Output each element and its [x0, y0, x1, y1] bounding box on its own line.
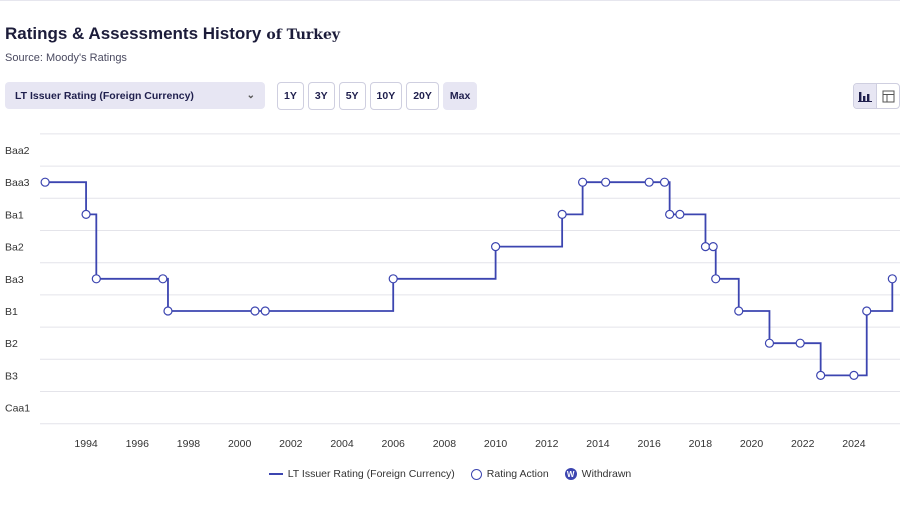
- rating-action-marker[interactable]: [659, 177, 670, 187]
- range-button-1y[interactable]: 1Y: [277, 82, 304, 110]
- x-tick-label: 2020: [740, 438, 764, 450]
- rating-action-marker[interactable]: [158, 274, 168, 284]
- chart-view-button[interactable]: [854, 84, 876, 108]
- range-button-10y[interactable]: 10Y: [369, 82, 403, 110]
- table-icon: [882, 90, 894, 102]
- y-tick-label: Ba2: [5, 242, 24, 254]
- x-tick-label: 2004: [330, 438, 354, 450]
- rating-action-marker[interactable]: [601, 177, 611, 187]
- range-button-20y[interactable]: 20Y: [406, 82, 439, 110]
- top-divider: [0, 0, 900, 1]
- x-tick-label: 2010: [484, 438, 508, 450]
- y-tick-label: B3: [5, 370, 18, 382]
- x-tick-label: 2000: [228, 438, 252, 450]
- rating-action-marker[interactable]: [490, 242, 501, 252]
- rating-action-marker[interactable]: [260, 306, 270, 316]
- range-selector: 1Y 3Y 5Y 10Y 20Y Max: [277, 82, 478, 110]
- x-tick-label: 2014: [586, 438, 610, 450]
- dropdown-value: LT Issuer Rating (Foreign Currency): [15, 89, 194, 102]
- x-tick-label: 2016: [637, 438, 661, 450]
- rating-history-chart: Baa2 Baa3 Ba1 Ba2 Ba3 B1 B2 B3 Caa1 1994 1996 1998…: [5, 133, 900, 450]
- y-tick-label: Ba1: [5, 209, 24, 221]
- y-tick-label: B2: [5, 338, 18, 350]
- y-tick-label: Ba3: [5, 274, 24, 286]
- x-tick-label: 1996: [126, 438, 150, 450]
- rating-action-marker[interactable]: [708, 242, 718, 252]
- rating-action-marker[interactable]: [163, 306, 173, 316]
- x-tick-label: 2002: [279, 438, 303, 450]
- y-tick-label: Caa1: [5, 403, 30, 415]
- x-tick-label: 2012: [535, 438, 559, 450]
- range-button-max[interactable]: Max: [442, 82, 478, 110]
- legend-item-action[interactable]: Rating Action: [470, 468, 549, 480]
- rating-action-marker[interactable]: [734, 306, 744, 316]
- legend-item-rating[interactable]: LT Issuer Rating (Foreign Currency): [268, 468, 455, 480]
- rating-action-marker[interactable]: [40, 177, 50, 187]
- rating-action-marker[interactable]: [711, 274, 721, 284]
- chart-gridlines: [40, 133, 900, 425]
- legend-label-withdrawn: Withdrawn: [581, 468, 632, 480]
- x-tick-label: 2006: [382, 438, 406, 450]
- rating-action-marker[interactable]: [816, 370, 826, 380]
- legend-line-swatch: [268, 473, 283, 475]
- rating-series: [45, 181, 894, 377]
- chart-legend: LT Issuer Rating (Foreign Currency) Rati…: [0, 468, 900, 480]
- source-note: Source: Moody's Ratings: [5, 52, 127, 64]
- x-tick-label: 1998: [177, 438, 201, 450]
- rating-action-marker[interactable]: [388, 274, 398, 284]
- chevron-down-icon: ⌄: [246, 90, 255, 101]
- x-tick-label: 2024: [842, 438, 866, 450]
- rating-action-marker[interactable]: [91, 274, 101, 284]
- legend-item-withdrawn[interactable]: W Withdrawn: [564, 468, 632, 480]
- rating-action-marker[interactable]: [250, 306, 260, 316]
- rating-action-marker[interactable]: [862, 306, 872, 316]
- rating-action-marker[interactable]: [675, 209, 685, 219]
- table-view-button[interactable]: [876, 84, 899, 108]
- rating-action-marker[interactable]: [764, 338, 775, 348]
- rating-action-marker[interactable]: [795, 338, 805, 348]
- rating-action-marker[interactable]: [557, 209, 567, 219]
- withdrawn-icon: W: [564, 468, 577, 480]
- rating-action-icon: [470, 468, 482, 480]
- x-tick-label: 2018: [689, 438, 713, 450]
- range-button-3y[interactable]: 3Y: [307, 82, 335, 110]
- x-tick-label: 1994: [74, 438, 98, 450]
- y-tick-label: B1: [5, 306, 18, 318]
- rating-action-marker[interactable]: [644, 177, 654, 187]
- rating-action-markers: [40, 177, 897, 380]
- rating-action-marker[interactable]: [700, 242, 711, 252]
- x-tick-label: 2022: [791, 438, 815, 450]
- rating-action-marker[interactable]: [81, 209, 91, 219]
- page-title: Ratings & Assessments History of Turkey: [5, 24, 340, 44]
- legend-label-rating: LT Issuer Rating (Foreign Currency): [287, 468, 455, 480]
- y-tick-label: Baa2: [5, 145, 30, 157]
- rating-action-marker[interactable]: [578, 177, 588, 187]
- range-button-5y[interactable]: 5Y: [338, 82, 366, 110]
- x-tick-label: 2008: [433, 438, 457, 450]
- title-text: Ratings & Assessments History: [5, 24, 262, 43]
- x-axis-labels: 1994 1996 1998 2000 2002 2004 2006 2008 2010 2012…: [74, 438, 865, 450]
- bar-chart-icon: [858, 92, 872, 102]
- rating-action-marker[interactable]: [665, 209, 675, 219]
- rating-action-marker[interactable]: [887, 274, 897, 284]
- legend-label-action: Rating Action: [486, 468, 549, 480]
- y-axis-labels: Baa2 Baa3 Ba1 Ba2 Ba3 B1 B2 B3 Caa1: [5, 145, 30, 415]
- rating-action-marker[interactable]: [849, 370, 859, 380]
- y-tick-label: Baa3: [5, 177, 30, 189]
- title-country: of Turkey: [266, 27, 341, 43]
- rating-step-line: [45, 181, 894, 377]
- rating-type-dropdown[interactable]: LT Issuer Rating (Foreign Currency) ⌄: [5, 82, 265, 109]
